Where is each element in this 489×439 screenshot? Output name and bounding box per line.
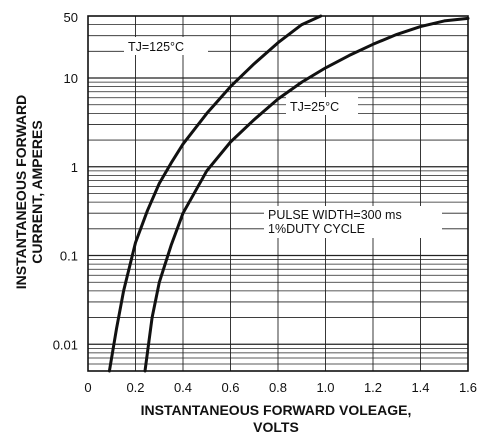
x-tick-label: 0.2 — [126, 380, 144, 395]
y-tick-label: 10 — [64, 71, 78, 86]
x-tick-label: 1.0 — [316, 380, 334, 395]
tj125-label-bg — [124, 37, 208, 55]
curve-tj125 — [107, 14, 323, 373]
y-tick-label: 0.01 — [53, 337, 78, 352]
duty-cycle-label: 1%DUTY CYCLE — [268, 222, 365, 236]
y-tick-label: 50 — [64, 10, 78, 25]
y-tick-label: 1 — [71, 160, 78, 175]
x-tick-label: 0.8 — [269, 380, 287, 395]
curve-tj25 — [143, 16, 470, 373]
pulse-label-bg — [264, 206, 442, 238]
x-axis-title-line2: VOLTS — [253, 419, 299, 435]
y-tick-label: 0.1 — [60, 249, 78, 264]
tj125-label: TJ=125°C — [128, 40, 184, 54]
x-tick-label: 1.4 — [411, 380, 429, 395]
y-axis-title-line2: CURRENT, AMPERES — [29, 120, 45, 263]
tj25-label: TJ=25°C — [290, 100, 339, 114]
x-tick-label: 0 — [84, 380, 91, 395]
tj25-label-bg — [286, 97, 358, 115]
x-tick-label: 0.4 — [174, 380, 192, 395]
x-tick-labels: 0 0.2 0.4 0.6 0.8 1.0 1.2 1.4 1.6 — [84, 380, 477, 395]
x-tick-label: 1.6 — [459, 380, 477, 395]
x-axis-title-line1: INSTANTANEOUS FORWARD VOLEAGE, — [141, 402, 412, 418]
x-tick-label: 1.2 — [364, 380, 382, 395]
x-tick-label: 0.6 — [221, 380, 239, 395]
y-tick-labels: 0.01 0.1 1 10 50 — [53, 10, 78, 352]
grid — [88, 16, 468, 371]
curves — [107, 14, 470, 373]
plot-frame — [87, 15, 469, 372]
y-axis-title-line1: INSTANTANEOUS FORWARD — [13, 95, 29, 289]
pulse-width-label: PULSE WIDTH=300 ms — [268, 208, 402, 222]
